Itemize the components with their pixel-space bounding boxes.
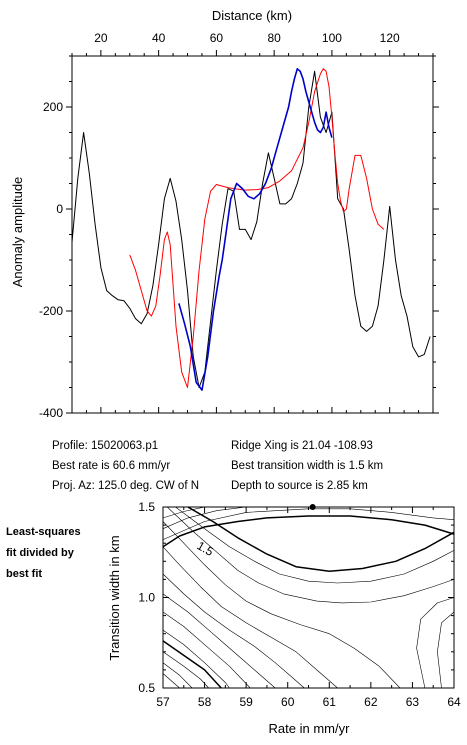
contour-line	[162, 573, 305, 689]
contour-plot: Rate in mm/yr Transition width in km 57 5…	[107, 500, 461, 736]
contour-line	[166, 506, 455, 604]
side-note: Least-squares fit divided by best fit	[6, 526, 81, 580]
bottom-plot-frame	[162, 506, 455, 689]
contour-line	[162, 506, 247, 529]
top-x-axis-title: Distance (km)	[212, 8, 292, 23]
top-y-axis-title: Anomaly amplitude	[10, 177, 25, 288]
bottom-x-tick-label: 63	[406, 695, 420, 709]
contour-line	[162, 629, 230, 689]
contour-line	[162, 662, 193, 689]
info-depth: Depth to source is 2.85 km	[231, 480, 368, 492]
bottom-y-tick-label: 1.5	[138, 500, 155, 514]
top-x-tick-label: 100	[322, 31, 342, 45]
bottom-x-tick-label: 57	[156, 695, 170, 709]
contour-line	[162, 611, 251, 689]
contour-line	[162, 673, 180, 689]
contour-line	[162, 640, 222, 689]
contour-line	[162, 515, 455, 548]
side-note-line-2: fit divided by	[6, 547, 75, 559]
bottom-x-tick-label: 62	[364, 695, 378, 709]
profile-series-line	[71, 70, 431, 388]
contour-line	[162, 521, 401, 689]
profile-series-line	[129, 68, 385, 388]
contour-line	[437, 611, 455, 689]
info-profile: Profile: 15020063.p1	[52, 440, 158, 452]
contour-line	[187, 506, 455, 573]
info-ridge-xing: Ridge Xing is 21.04 -108.93	[231, 440, 373, 452]
bottom-y-tick-label: 0.5	[138, 681, 155, 695]
info-proj-az: Proj. Az: 125.0 deg. CW of N	[52, 480, 199, 492]
side-note-line-3: best fit	[6, 568, 42, 580]
side-note-line-1: Least-squares	[6, 526, 81, 538]
bottom-x-tick-label: 60	[281, 695, 295, 709]
best-fit-point	[309, 504, 316, 510]
bottom-y-axis-title: Transition width in km	[107, 535, 122, 660]
bottom-x-axis-title: Rate in mm/yr	[269, 721, 351, 736]
contour-label: 1.5	[195, 538, 217, 559]
info-transition-width: Best transition width is 1.5 km	[231, 460, 383, 472]
top-y-tick-label: -400	[39, 406, 63, 420]
profile-plot: Distance (km) Anomaly amplitude 20 40 60 80…	[10, 8, 439, 420]
top-y-tick-label: -200	[39, 304, 63, 318]
top-y-tick-label: 200	[43, 100, 63, 114]
info-block: Profile: 15020063.p1 Best rate is 60.6 m…	[52, 440, 383, 492]
top-x-tick-label: 60	[210, 31, 224, 45]
bottom-x-tick-label: 59	[239, 695, 253, 709]
profile-series-line	[178, 68, 333, 391]
bottom-x-tick-label: 64	[447, 695, 461, 709]
bottom-x-tick-label: 61	[323, 695, 337, 709]
contour-line	[162, 506, 205, 519]
bottom-x-tick-label: 58	[198, 695, 212, 709]
contour-line	[162, 546, 338, 689]
bottom-y-tick-label: 1.0	[138, 591, 155, 605]
top-x-tick-label: 120	[380, 31, 400, 45]
top-x-tick-label: 40	[152, 31, 166, 45]
top-x-tick-label: 20	[94, 31, 108, 45]
contour-line	[416, 597, 455, 689]
info-best-rate: Best rate is 60.6 mm/yr	[52, 460, 170, 472]
top-y-tick-label: 0	[56, 202, 63, 216]
contour-line	[162, 593, 276, 689]
contour-line	[175, 506, 455, 584]
top-x-tick-label: 80	[267, 31, 281, 45]
